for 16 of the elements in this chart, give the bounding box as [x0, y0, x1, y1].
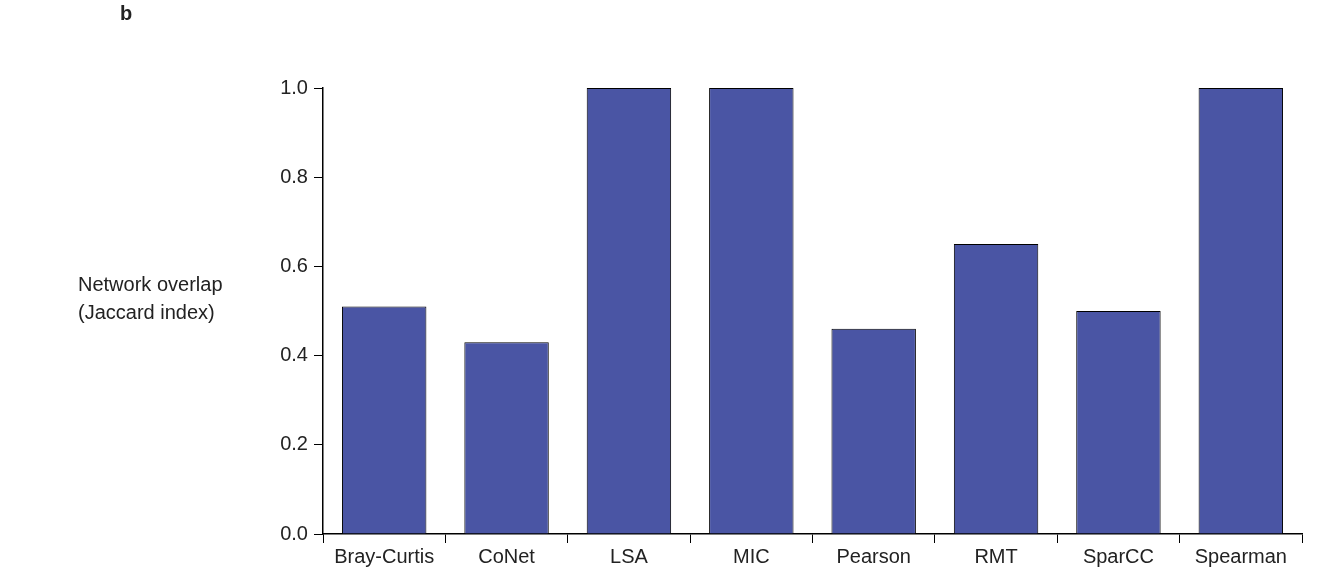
x-tick-label: SparCC — [1082, 544, 1155, 567]
x-tick-label: CoNet — [478, 544, 536, 567]
y-tick-label: 0.4 — [280, 343, 308, 366]
y-tick-label: 0.0 — [280, 521, 308, 544]
x-tick-label: Spearman — [1194, 544, 1287, 567]
y-tick-label: 0.2 — [280, 432, 308, 455]
y-axis-title: Network overlap (Jaccard index) — [78, 272, 224, 325]
x-tick-label: Pearson — [836, 544, 911, 567]
x-tick-label: MIC — [732, 544, 770, 567]
y-tick-label: 0.8 — [280, 164, 308, 187]
x-tick-label: LSA — [610, 544, 649, 567]
y-tick-label: 1.0 — [280, 75, 308, 98]
text: b — [120, 2, 133, 25]
x-tick-label: Bray-Curtis — [334, 544, 435, 567]
x-tick-label: RMT — [974, 544, 1018, 567]
y-tick-label: 0.6 — [280, 253, 308, 276]
